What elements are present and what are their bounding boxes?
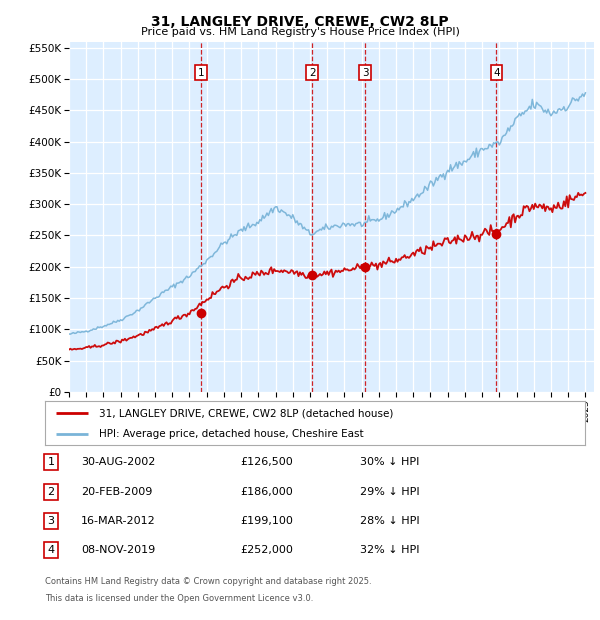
- Text: 29% ↓ HPI: 29% ↓ HPI: [360, 487, 419, 497]
- Text: Contains HM Land Registry data © Crown copyright and database right 2025.: Contains HM Land Registry data © Crown c…: [45, 577, 371, 586]
- Text: Price paid vs. HM Land Registry's House Price Index (HPI): Price paid vs. HM Land Registry's House …: [140, 27, 460, 37]
- Text: 3: 3: [362, 68, 368, 78]
- Text: 30% ↓ HPI: 30% ↓ HPI: [360, 457, 419, 467]
- Text: £252,000: £252,000: [240, 545, 293, 555]
- Text: 1: 1: [47, 457, 55, 467]
- Text: 31, LANGLEY DRIVE, CREWE, CW2 8LP: 31, LANGLEY DRIVE, CREWE, CW2 8LP: [151, 16, 449, 30]
- Text: 31, LANGLEY DRIVE, CREWE, CW2 8LP (detached house): 31, LANGLEY DRIVE, CREWE, CW2 8LP (detac…: [99, 408, 394, 418]
- Text: 3: 3: [47, 516, 55, 526]
- Text: 2: 2: [47, 487, 55, 497]
- Text: £199,100: £199,100: [240, 516, 293, 526]
- Text: 30-AUG-2002: 30-AUG-2002: [81, 457, 155, 467]
- Text: 28% ↓ HPI: 28% ↓ HPI: [360, 516, 419, 526]
- Text: 16-MAR-2012: 16-MAR-2012: [81, 516, 156, 526]
- Text: 08-NOV-2019: 08-NOV-2019: [81, 545, 155, 555]
- Text: HPI: Average price, detached house, Cheshire East: HPI: Average price, detached house, Ches…: [99, 429, 364, 439]
- Text: £126,500: £126,500: [240, 457, 293, 467]
- Text: 1: 1: [197, 68, 204, 78]
- Text: 2: 2: [309, 68, 316, 78]
- Text: 4: 4: [493, 68, 500, 78]
- Text: 32% ↓ HPI: 32% ↓ HPI: [360, 545, 419, 555]
- Text: 20-FEB-2009: 20-FEB-2009: [81, 487, 152, 497]
- Text: This data is licensed under the Open Government Licence v3.0.: This data is licensed under the Open Gov…: [45, 593, 313, 603]
- Text: £186,000: £186,000: [240, 487, 293, 497]
- Text: 4: 4: [47, 545, 55, 555]
